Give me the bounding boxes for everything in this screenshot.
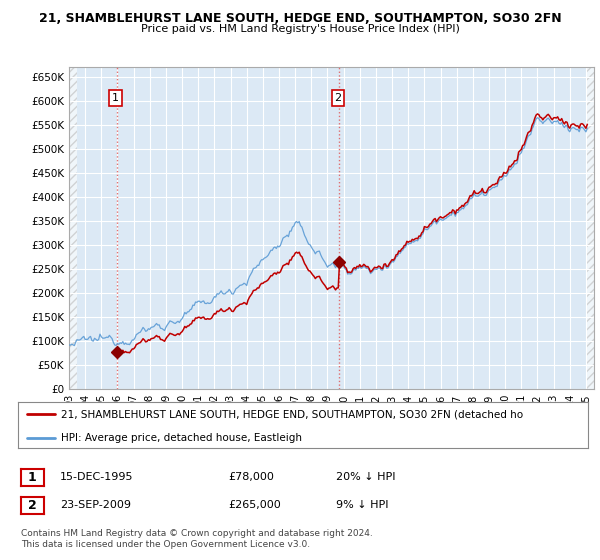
Text: 21, SHAMBLEHURST LANE SOUTH, HEDGE END, SOUTHAMPTON, SO30 2FN: 21, SHAMBLEHURST LANE SOUTH, HEDGE END, … [38,12,562,25]
Text: 23-SEP-2009: 23-SEP-2009 [60,500,131,510]
Bar [586,67,594,389]
Text: 1: 1 [28,470,37,484]
Text: 2: 2 [28,498,37,512]
Text: 15-DEC-1995: 15-DEC-1995 [60,472,133,482]
Text: £265,000: £265,000 [228,500,281,510]
Text: 9% ↓ HPI: 9% ↓ HPI [336,500,389,510]
Text: 20% ↓ HPI: 20% ↓ HPI [336,472,395,482]
Text: 2: 2 [334,93,341,103]
Text: 21, SHAMBLEHURST LANE SOUTH, HEDGE END, SOUTHAMPTON, SO30 2FN (detached ho: 21, SHAMBLEHURST LANE SOUTH, HEDGE END, … [61,409,523,419]
Text: Contains HM Land Registry data © Crown copyright and database right 2024.
This d: Contains HM Land Registry data © Crown c… [21,529,373,549]
Bar [69,67,77,389]
Text: Price paid vs. HM Land Registry's House Price Index (HPI): Price paid vs. HM Land Registry's House … [140,24,460,34]
Text: 1: 1 [112,93,119,103]
Text: £78,000: £78,000 [228,472,274,482]
Text: HPI: Average price, detached house, Eastleigh: HPI: Average price, detached house, East… [61,433,302,443]
